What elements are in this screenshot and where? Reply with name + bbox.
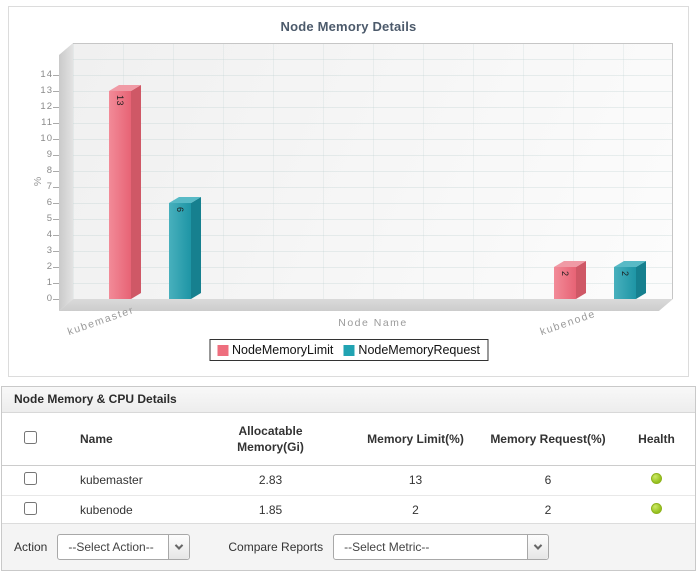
select-all-checkbox[interactable] (23, 430, 37, 444)
y-tick-mark (53, 267, 59, 268)
allocatable-memory-cell: 1.85 (188, 495, 353, 526)
y-tick-label: 14 (40, 69, 53, 80)
y-tick-label: 7 (46, 181, 53, 192)
y-tick-label: 11 (41, 117, 53, 128)
col-header-name: Name (58, 413, 188, 466)
action-select-value: --Select Action-- (68, 540, 154, 554)
health-status-icon-green (651, 473, 662, 484)
y-tick-mark (53, 75, 59, 76)
memory-limit-cell: 13 (353, 465, 478, 496)
col-header-memory-limit: Memory Limit(%) (353, 413, 478, 466)
y-tick-mark (53, 123, 59, 124)
node-memory-chart-card: Node Memory Details 0 1 2 3 4 5 6 7 8 9 10 11 12 13 14… (8, 6, 689, 377)
action-select[interactable]: --Select Action-- (57, 534, 191, 560)
y-tick-label: 5 (46, 213, 53, 224)
select-all-cell (2, 413, 58, 466)
y-tick-mark (53, 139, 59, 140)
table-row-kubenode[interactable]: kubenode 1.85 2 2 (2, 495, 695, 526)
table-row-kubemaster[interactable]: kubemaster 2.83 13 6 (2, 465, 695, 496)
chart-plot-area (73, 43, 673, 299)
memory-limit-cell: 2 (353, 495, 478, 526)
bar-top-face (554, 261, 586, 267)
chart-3d-left-wall (59, 43, 73, 311)
bar-value-label: 2 (560, 271, 570, 277)
row-select-cell (2, 495, 58, 526)
action-label: Action (14, 540, 48, 554)
y-tick-mark (53, 91, 59, 92)
legend-label: NodeMemoryRequest (358, 343, 481, 357)
y-tick-label: 8 (46, 165, 53, 176)
chart-legend: NodeMemoryLimit NodeMemoryRequest (208, 339, 489, 361)
y-tick-mark (53, 187, 59, 188)
y-tick-mark (53, 235, 59, 236)
col-header-memory-request: Memory Request(%) (478, 413, 618, 466)
bar-top-face (169, 197, 201, 203)
node-memory-cpu-table-card: Node Memory & CPU Details Name Allocatab… (1, 386, 696, 571)
y-tick-mark (53, 219, 59, 220)
col-header-allocatable-memory: Allocatable Memory(Gi) (188, 413, 353, 466)
legend-swatch-icon (343, 344, 355, 356)
y-tick-label: 2 (46, 261, 53, 272)
legend-item-NodeMemoryRequest[interactable]: NodeMemoryRequest (343, 343, 480, 357)
y-tick-label: 9 (46, 149, 53, 160)
bar-NodeMemoryLimit-kubemaster (109, 91, 131, 299)
bar-top-face (109, 85, 141, 91)
y-tick-label: 4 (46, 229, 53, 240)
chart-title: Node Memory Details (280, 19, 417, 34)
y-tick-label: 10 (40, 133, 53, 144)
bar-side-face (636, 261, 646, 299)
y-tick-label: 1 (46, 277, 53, 288)
chevron-down-icon[interactable] (168, 535, 190, 559)
y-tick-label: 0 (46, 293, 53, 304)
memory-request-cell: 6 (478, 465, 618, 496)
node-name-cell: kubemaster (58, 465, 188, 496)
legend-swatch-icon (216, 344, 228, 356)
y-tick-mark (53, 299, 59, 300)
legend-label: NodeMemoryLimit (231, 343, 334, 357)
col-header-health: Health (618, 413, 695, 466)
bar-top-face (614, 261, 646, 267)
bar-side-face (131, 85, 141, 299)
bar-value-label: 13 (115, 95, 125, 107)
bar-value-label: 6 (175, 207, 185, 213)
row-select-cell (2, 465, 58, 496)
y-tick-mark (53, 251, 59, 252)
bar-NodeMemoryRequest-kubenode (614, 267, 636, 299)
y-tick-mark (53, 171, 59, 172)
y-tick-mark (53, 155, 59, 156)
health-cell (618, 465, 695, 496)
row-checkbox-kubemaster[interactable] (23, 472, 37, 485)
action-bar: Action --Select Action-- Compare Reports… (2, 523, 695, 570)
node-table: Name Allocatable Memory(Gi) Memory Limit… (2, 413, 695, 526)
compare-metric-select[interactable]: --Select Metric-- (333, 534, 550, 560)
table-section-title: Node Memory & CPU Details (2, 387, 695, 413)
bar-value-label: 2 (620, 271, 630, 277)
x-axis-title: Node Name (338, 317, 408, 329)
node-name-cell: kubenode (58, 495, 188, 526)
bar-NodeMemoryLimit-kubenode (554, 267, 576, 299)
table-header-row: Name Allocatable Memory(Gi) Memory Limit… (2, 413, 695, 466)
y-tick-mark (53, 283, 59, 284)
compare-metric-select-value: --Select Metric-- (344, 540, 430, 554)
chart-3d-floor (59, 299, 673, 311)
compare-reports-label: Compare Reports (228, 540, 324, 554)
row-checkbox-kubenode[interactable] (23, 502, 37, 515)
memory-request-cell: 2 (478, 495, 618, 526)
bar-side-face (191, 197, 201, 299)
y-axis-title: % (32, 175, 45, 187)
y-tick-label: 3 (46, 245, 53, 256)
y-tick-label: 6 (46, 197, 53, 208)
y-tick-label: 13 (40, 85, 53, 96)
y-tick-mark (53, 203, 59, 204)
y-tick-mark (53, 107, 59, 108)
bar-side-face (576, 261, 586, 299)
chevron-down-icon[interactable] (527, 535, 549, 559)
health-status-icon-green (651, 503, 662, 514)
y-tick-label: 12 (40, 101, 53, 112)
allocatable-memory-cell: 2.83 (188, 465, 353, 496)
health-cell (618, 495, 695, 526)
bar-NodeMemoryRequest-kubemaster (169, 203, 191, 299)
legend-item-NodeMemoryLimit[interactable]: NodeMemoryLimit (216, 343, 334, 357)
